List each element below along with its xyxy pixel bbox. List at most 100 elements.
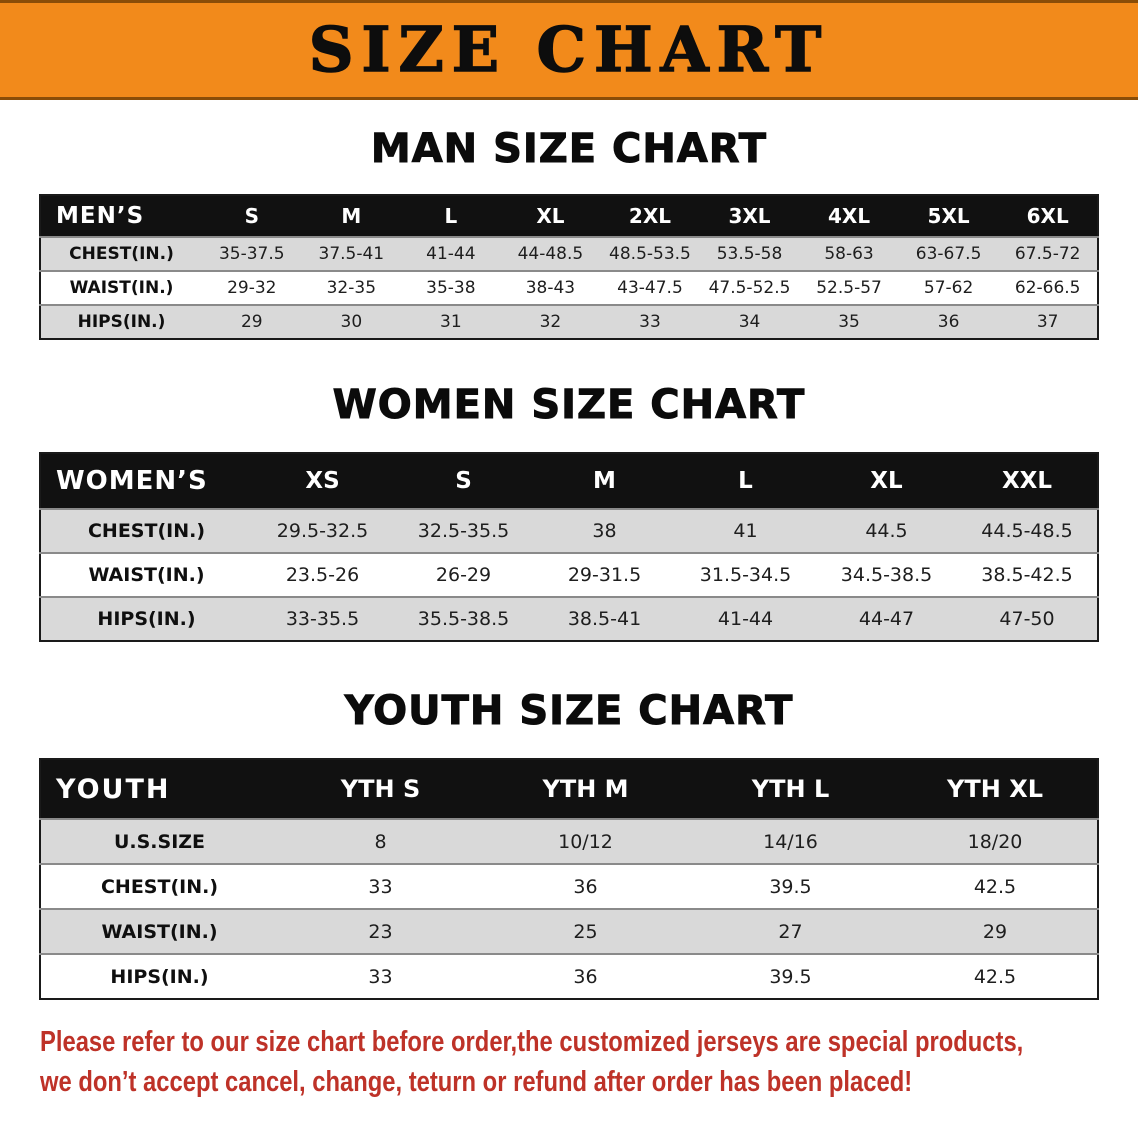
value-cell: 29: [240, 312, 263, 332]
value-cell: 26-29: [435, 564, 492, 586]
value-cell: 31: [440, 312, 462, 332]
table-row: WAIST(IN.) 29-32 32-35 35-38 38-43 43-47.5 47.…: [40, 271, 1098, 305]
men-section-heading: MAN SIZE CHART: [370, 126, 768, 173]
row-label-cell: CHEST(IN.): [100, 875, 219, 898]
value-cell: 34: [738, 312, 761, 332]
row-label-cell: WAIST(IN.): [88, 564, 205, 586]
women-size-table: WOMEN’S XS S M L XL XXL CHEST(IN.) 29.5-32.5 32.5…: [39, 452, 1099, 642]
section-men: MAN SIZE CHART MEN’S S M L XL 2XL 3XL 4XL 5XL 6XL…: [0, 126, 1138, 340]
youth-size-table: YOUTH YTH S YTH M YTH L YTH XL U.S.SIZE 8 10/12…: [39, 758, 1099, 1000]
table-row: WAIST(IN.) 23.5-26 26-29 29-31.5 31.5-34.5 34…: [40, 553, 1098, 597]
value-cell: 38.5-42.5: [981, 564, 1073, 586]
value-cell: 32.5-35.5: [417, 520, 510, 542]
value-cell: 44-48.5: [517, 244, 584, 264]
section-youth: YOUTH SIZE CHART YOUTH YTH S YTH M YTH L YTH…: [0, 688, 1138, 1000]
value-cell: 67.5-72: [1014, 244, 1081, 264]
value-cell: 36: [937, 312, 960, 332]
value-cell: 52.5-57: [816, 278, 882, 298]
size-header-cell: 3XL: [699, 195, 800, 237]
value-cell: 57-62: [923, 278, 974, 298]
value-cell: 10/12: [558, 830, 613, 853]
value-cell: 32: [539, 312, 562, 332]
value-cell: 62-66.5: [1014, 278, 1081, 298]
value-cell: 33: [368, 875, 393, 898]
size-header-cell: XS: [252, 453, 393, 509]
value-cell: 8: [374, 830, 387, 853]
value-cell: 23.5-26: [285, 564, 360, 586]
banner: SIZE CHART: [0, 0, 1138, 100]
value-cell: 36: [573, 965, 598, 988]
value-cell: 33-35.5: [285, 608, 360, 630]
women-section-heading: WOMEN SIZE CHART: [332, 382, 806, 429]
table-row: WAIST(IN.) 23 25 27 29: [40, 909, 1098, 954]
size-header-cell: YTH XL: [893, 759, 1098, 819]
section-women: WOMEN SIZE CHART WOMEN’S XS S M L XL XXL CHEST(…: [0, 382, 1138, 642]
row-label-cell: U.S.SIZE: [113, 830, 206, 853]
size-header-cell: YTH M: [483, 759, 688, 819]
value-cell: 29-31.5: [567, 564, 642, 586]
table-row: U.S.SIZE 8 10/12 14/16 18/20: [40, 819, 1098, 864]
value-cell: 29.5-32.5: [276, 520, 369, 542]
value-cell: 18/20: [967, 830, 1023, 853]
size-header-cell: YTH S: [278, 759, 483, 819]
value-cell: 33: [368, 965, 393, 988]
value-cell: 23: [368, 920, 393, 943]
value-cell: 38: [592, 520, 617, 542]
value-cell: 44.5: [865, 520, 908, 542]
value-cell: 37.5-41: [318, 244, 385, 264]
disclaimer-line-2: we don’t accept cancel, change, teturn o…: [40, 1066, 913, 1098]
value-cell: 58-63: [824, 244, 874, 264]
table-row: HIPS(IN.) 29 30 31 32 33 34 35 36 37: [40, 305, 1098, 339]
size-header-cell: YTH L: [688, 759, 893, 819]
value-cell: 27: [778, 920, 803, 943]
value-cell: 35: [838, 312, 860, 332]
value-cell: 63-67.5: [915, 244, 982, 264]
value-cell: 47.5-52.5: [708, 278, 791, 298]
table-row: HIPS(IN.) 33 36 39.5 42.5: [40, 954, 1098, 999]
value-cell: 44.5-48.5: [981, 520, 1073, 542]
value-cell: 14/16: [763, 830, 818, 853]
value-cell: 41-44: [426, 244, 476, 264]
value-cell: 37: [1036, 312, 1059, 332]
value-cell: 41-44: [717, 608, 774, 630]
disclaimer-line-1: Please refer to our size chart before or…: [40, 1026, 1024, 1058]
table-row: CHEST(IN.) 33 36 39.5 42.5: [40, 864, 1098, 909]
value-cell: 36: [573, 875, 598, 898]
size-header-cell: XXL: [957, 453, 1098, 509]
size-header-cell: XL: [816, 453, 957, 509]
banner-title: SIZE CHART: [308, 13, 830, 86]
value-cell: 25: [573, 920, 598, 943]
value-cell: 41: [733, 520, 758, 542]
size-header-cell: S: [202, 195, 302, 237]
size-header-cell: M: [301, 195, 402, 237]
size-header-cell: 6XL: [998, 195, 1098, 237]
value-cell: 44-47: [858, 608, 915, 630]
row-label-cell: HIPS(IN.): [77, 312, 166, 332]
value-cell: 43-47.5: [617, 278, 683, 298]
disclaimer: Please refer to our size chart before or…: [40, 1022, 1138, 1102]
row-label-cell: HIPS(IN.): [110, 965, 209, 988]
table-header-row: MEN’S S M L XL 2XL 3XL 4XL 5XL 6XL: [40, 195, 1098, 237]
value-cell: 53.5-58: [716, 244, 783, 264]
row-label-cell: WAIST(IN.): [101, 920, 218, 943]
row-label-cell: WAIST(IN.): [69, 278, 174, 298]
row-label-cell: HIPS(IN.): [97, 608, 196, 630]
value-cell: 48.5-53.5: [609, 244, 691, 264]
row-label-cell: CHEST(IN.): [69, 244, 174, 264]
table-row: CHEST(IN.) 35-37.5 37.5-41 41-44 44-48.5 48.5…: [40, 237, 1098, 271]
value-cell: 35.5-38.5: [417, 608, 510, 630]
youth-section-heading: YOUTH SIZE CHART: [344, 688, 794, 735]
table-header-row: YOUTH YTH S YTH M YTH L YTH XL: [40, 759, 1098, 819]
table-corner-cell: MEN’S: [40, 195, 202, 237]
value-cell: 35-37.5: [218, 244, 285, 264]
size-header-cell: 5XL: [898, 195, 999, 237]
value-cell: 31.5-34.5: [699, 564, 792, 586]
table-header-row: WOMEN’S XS S M L XL XXL: [40, 453, 1098, 509]
size-header-cell: 4XL: [799, 195, 899, 237]
value-cell: 29: [982, 920, 1008, 943]
row-label-cell: CHEST(IN.): [87, 520, 206, 542]
table-row: HIPS(IN.) 33-35.5 35.5-38.5 38.5-41 41-44 44-…: [40, 597, 1098, 641]
value-cell: 32-35: [326, 278, 377, 298]
value-cell: 29-32: [227, 278, 277, 298]
value-cell: 30: [340, 312, 363, 332]
